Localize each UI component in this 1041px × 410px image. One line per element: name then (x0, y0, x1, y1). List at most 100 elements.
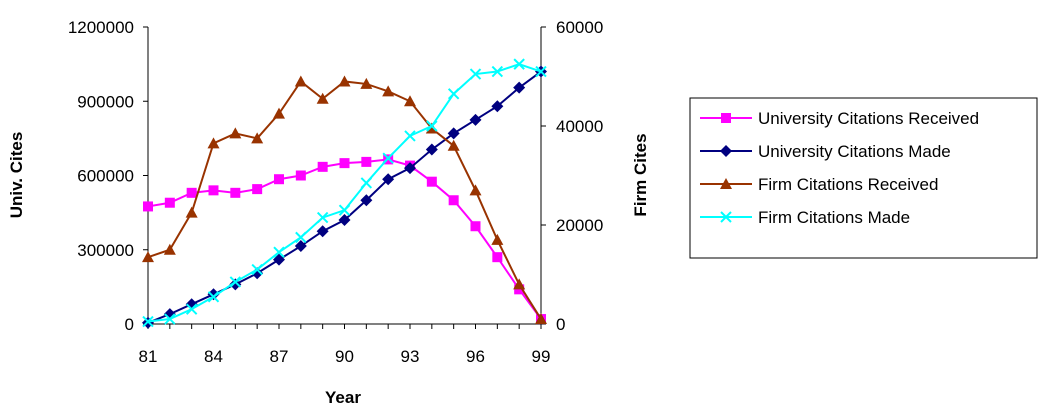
data-point (185, 303, 198, 315)
data-point (382, 152, 394, 164)
data-point (143, 201, 153, 212)
series-line (147, 79, 542, 320)
data-point (720, 145, 732, 157)
data-point (230, 187, 241, 198)
x-tick-labels: 81 84 87 90 93 96 99 (139, 347, 551, 366)
left-y-axis-title: Univ. Cites (7, 132, 26, 219)
left-y-tick-label: 900000 (77, 92, 134, 111)
data-point (360, 177, 373, 189)
left-y-tick-label: 600000 (77, 167, 134, 186)
data-point (513, 58, 525, 70)
data-point (294, 240, 307, 253)
x-tick-label: 84 (204, 347, 223, 366)
data-point (339, 158, 350, 169)
data-point (229, 276, 242, 288)
left-y-tick-label: 300000 (77, 241, 134, 260)
data-point (142, 315, 154, 328)
data-point (492, 252, 503, 263)
data-point (425, 122, 438, 134)
x-axis-title: Year (325, 388, 361, 407)
right-y-axis-title: Firm Cites (631, 133, 650, 216)
data-point (425, 143, 438, 156)
data-point (295, 231, 307, 244)
data-point (361, 156, 372, 167)
data-point (338, 214, 351, 227)
data-point (404, 130, 416, 142)
data-point (360, 77, 373, 89)
data-point (469, 184, 482, 196)
x-tick-label: 96 (466, 347, 485, 366)
data-point (360, 194, 373, 207)
series-layer (142, 58, 547, 329)
data-point (252, 184, 263, 195)
data-point (164, 197, 175, 208)
data-point (294, 75, 307, 87)
data-point (535, 313, 547, 325)
data-point (491, 65, 504, 78)
data-point (273, 253, 285, 266)
data-point (426, 120, 438, 132)
data-point (186, 187, 197, 198)
data-point (720, 211, 732, 223)
data-point (535, 65, 547, 78)
right-y-tick-label: 60000 (556, 18, 603, 37)
x-tick-label: 81 (139, 347, 158, 366)
x-tick-label: 99 (532, 347, 551, 366)
data-point (720, 178, 732, 189)
data-point (273, 107, 285, 119)
data-point (316, 211, 329, 224)
data-point (491, 100, 504, 113)
legend-items: University Citations Received University … (700, 109, 979, 227)
data-point (316, 92, 329, 104)
x-tick-label: 87 (270, 347, 289, 366)
right-y-tick-label: 0 (556, 315, 565, 334)
data-point (207, 291, 220, 303)
legend-item: University Citations Made (700, 142, 951, 161)
series-line (147, 63, 542, 323)
data-point (274, 174, 284, 185)
plot-area (142, 26, 547, 329)
series-university-citations-made (142, 65, 547, 329)
data-point (513, 81, 526, 94)
data-point (382, 85, 395, 97)
left-y-tick-label: 1200000 (68, 18, 134, 37)
legend-box (689, 97, 1038, 259)
series-line (147, 158, 542, 320)
legend-label: Firm Citations Received (758, 175, 938, 194)
data-point (208, 185, 219, 196)
data-point (721, 113, 731, 123)
legend-item: Firm Citations Received (700, 175, 938, 194)
data-point (470, 221, 481, 232)
data-point (251, 132, 264, 144)
right-y-tick-label: 40000 (556, 117, 603, 136)
left-y-tick-label: 0 (125, 315, 134, 334)
data-point (164, 313, 176, 325)
data-point (229, 127, 242, 139)
legend-label: Firm Citations Made (758, 208, 910, 227)
x-tick-label: 90 (335, 347, 354, 366)
data-point (317, 161, 328, 172)
legend-label: University Citations Made (758, 142, 951, 161)
left-y-tick-labels: 0 300000 600000 900000 1200000 (68, 18, 134, 334)
right-y-tick-labels: 0 20000 40000 60000 (556, 18, 603, 334)
data-point (163, 243, 176, 255)
series-line (147, 70, 542, 324)
data-point (404, 162, 416, 175)
data-point (469, 113, 482, 126)
data-point (207, 137, 220, 149)
series-firm-citations-made (142, 58, 547, 328)
data-point (382, 173, 395, 186)
data-point (447, 127, 460, 140)
data-point (273, 246, 285, 258)
data-point (447, 88, 460, 100)
data-point (142, 251, 154, 263)
data-point (316, 225, 329, 238)
data-point (491, 233, 504, 245)
data-point (469, 68, 482, 80)
data-point (338, 75, 351, 87)
legend-item: Firm Citations Made (700, 208, 910, 227)
data-point (448, 195, 459, 206)
data-point (447, 139, 460, 151)
data-point (404, 95, 416, 107)
